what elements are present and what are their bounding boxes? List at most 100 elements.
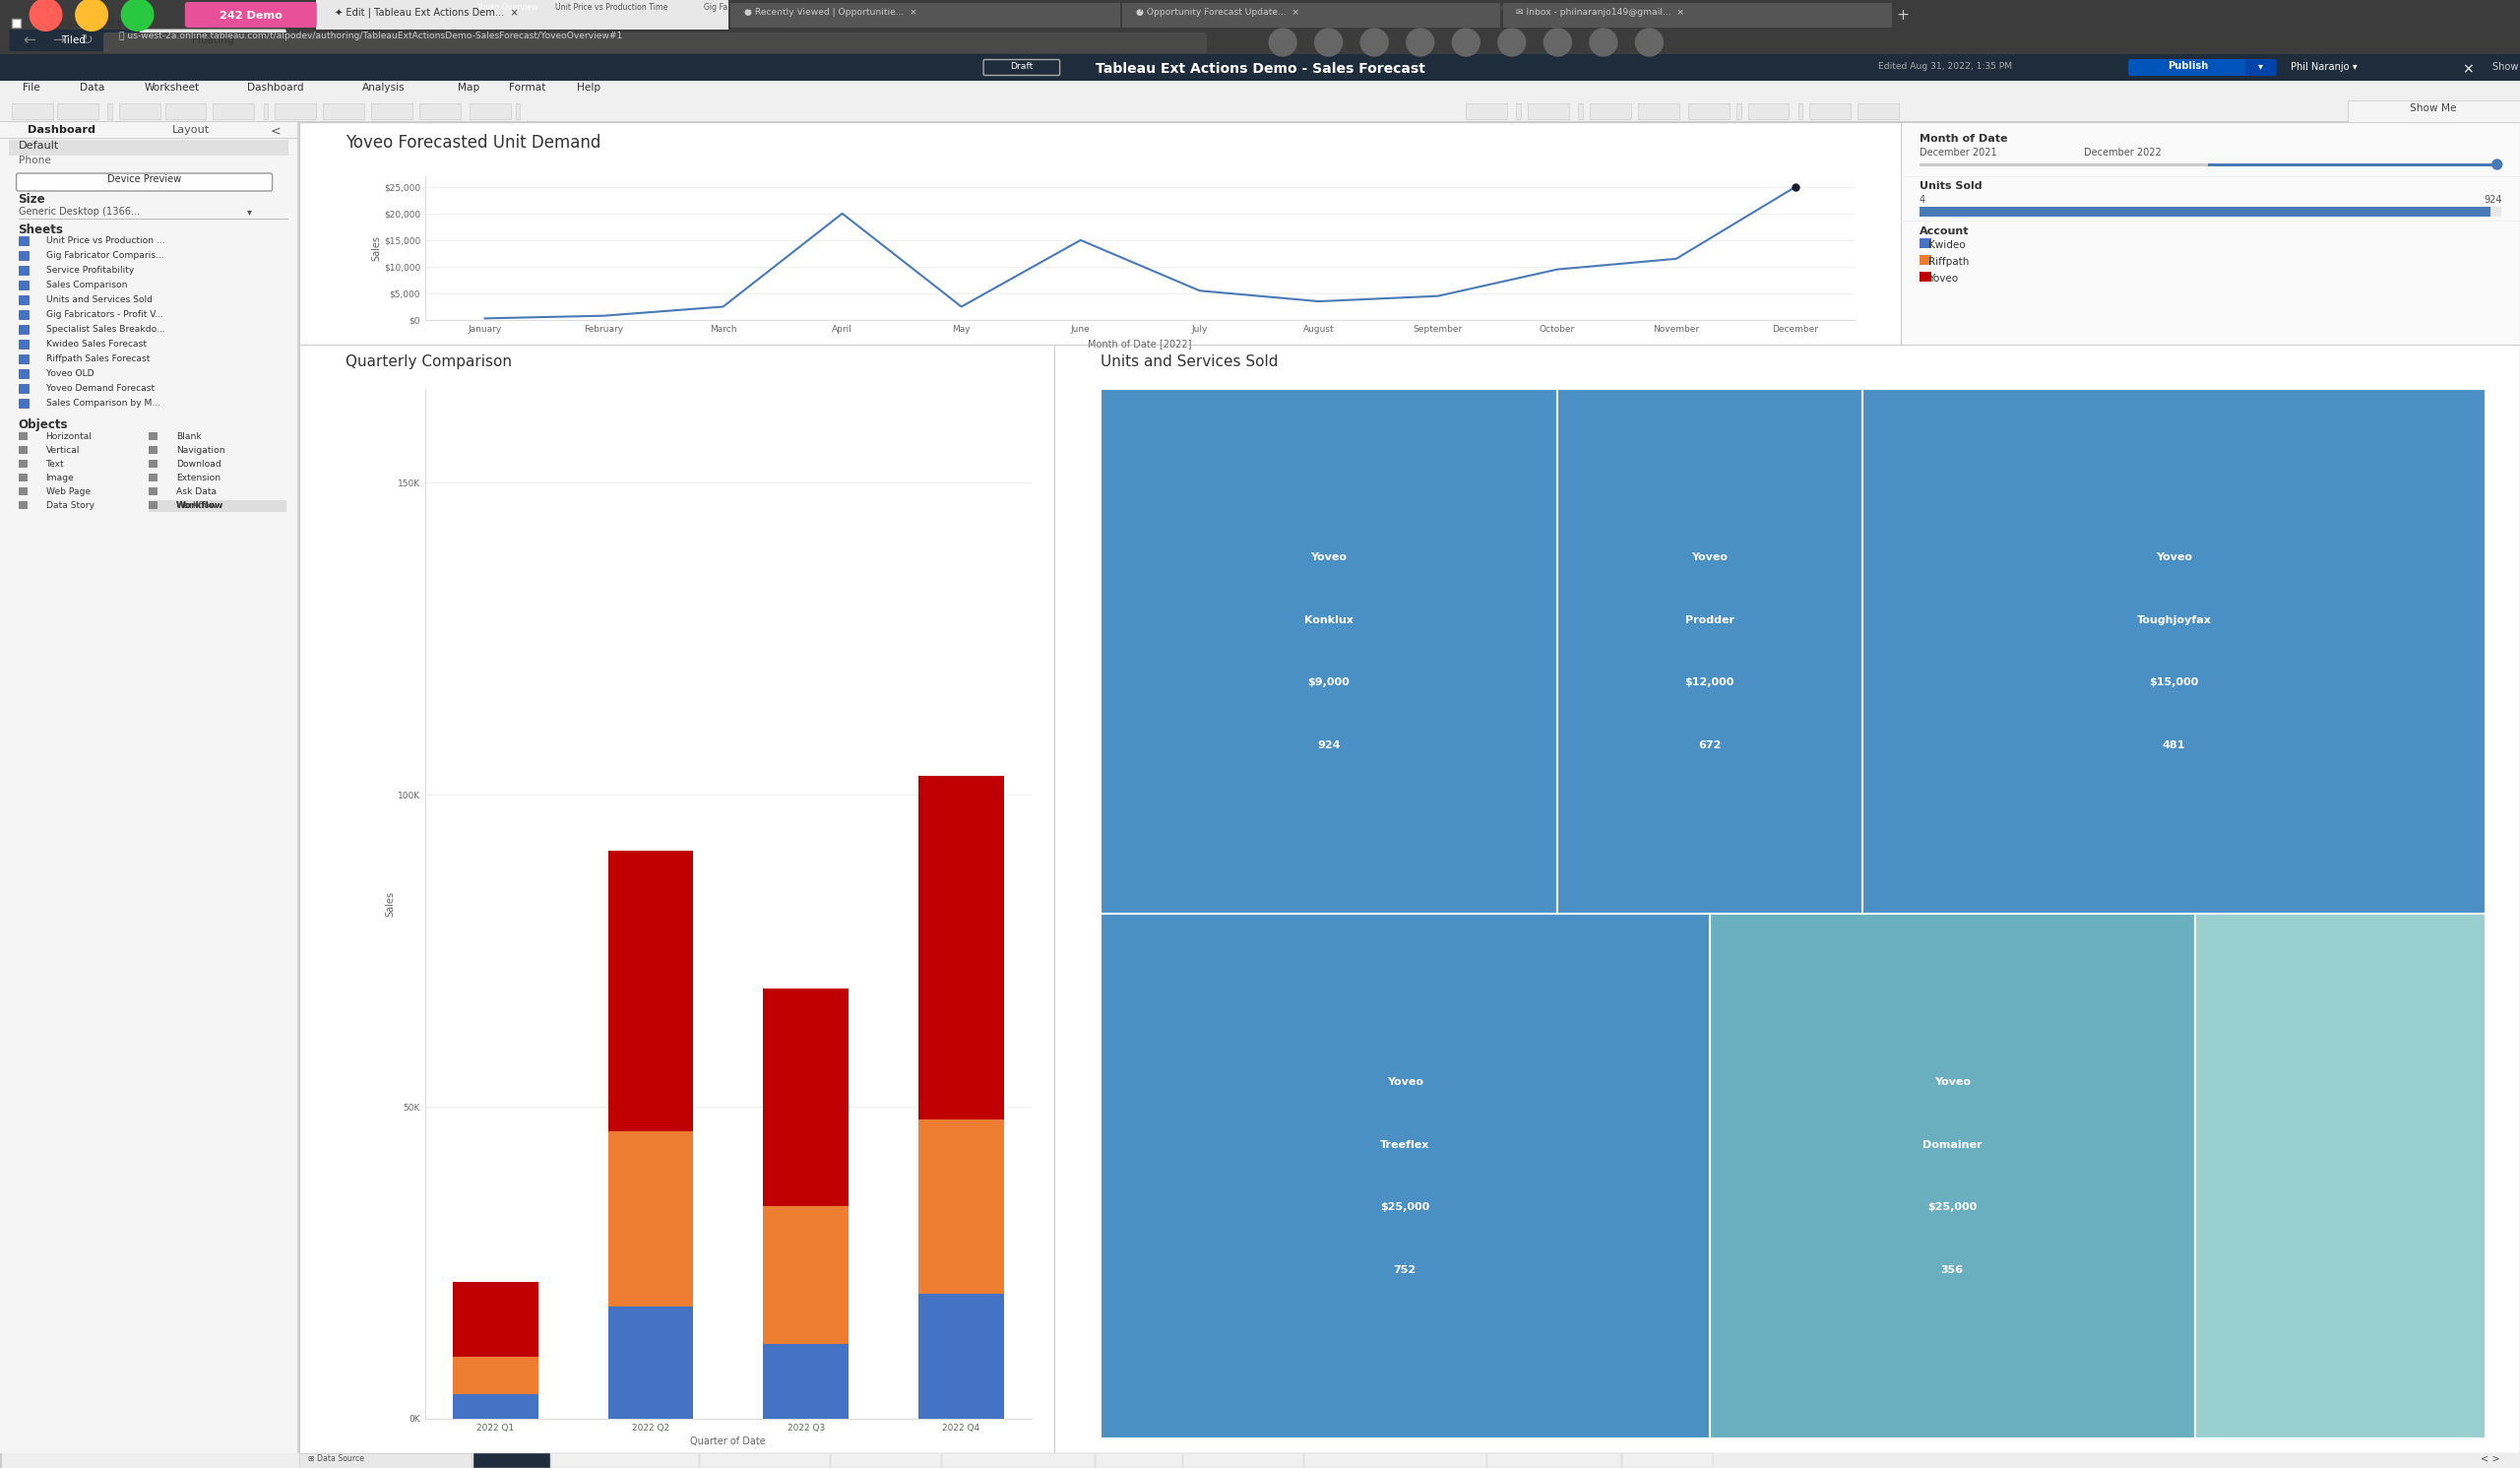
Text: ▾: ▾ (2258, 62, 2263, 70)
Text: Text: Text (45, 459, 63, 468)
Circle shape (1452, 28, 1479, 56)
Text: Units Sold: Units Sold (1920, 181, 1981, 191)
Bar (18, 266, 28, 275)
Text: Layout: Layout (171, 125, 209, 135)
Bar (265, 103, 267, 119)
Text: Floating: Floating (192, 35, 234, 46)
Circle shape (1315, 28, 1343, 56)
Text: Quarterly Comparison: Quarterly Comparison (345, 354, 512, 370)
Bar (18, 339, 28, 348)
Text: ←: ← (23, 32, 35, 47)
Text: Yoveo: Yoveo (2155, 552, 2192, 562)
Text: Account: Account (1920, 226, 1968, 236)
Text: Gig Fabricator Comparison: Gig Fabricator Comparison (703, 3, 806, 12)
Bar (300, 122, 2520, 1453)
Text: Yoveo Demand Forecast: Yoveo Demand Forecast (45, 385, 154, 393)
Bar (607, 1132, 693, 1307)
Text: Yoveo: Yoveo (1933, 1076, 1971, 1086)
Bar (149, 446, 159, 454)
FancyBboxPatch shape (15, 173, 272, 191)
Text: Format: Format (509, 82, 544, 92)
Bar (2208, 163, 2497, 166)
Bar (1920, 255, 1930, 264)
Bar (454, 1393, 539, 1418)
Text: $25,000: $25,000 (1928, 1202, 1976, 1213)
Bar (1101, 913, 1709, 1439)
Text: Navigation: Navigation (176, 446, 224, 455)
Bar (1557, 389, 1862, 913)
Text: Phil Naranjo ▾: Phil Naranjo ▾ (2291, 62, 2356, 72)
Bar (18, 385, 28, 393)
Bar (2349, 100, 2520, 122)
Text: Sales Comparison: Sales Comparison (45, 280, 126, 289)
Text: Workflow: Workflow (176, 501, 224, 509)
Text: Draft: Draft (1011, 62, 1033, 70)
Text: 356: 356 (1940, 1265, 1963, 1276)
Bar (1862, 389, 2485, 913)
Text: ✦ Edit | Tableau Ext Actions Dem...  ×: ✦ Edit | Tableau Ext Actions Dem... × (335, 7, 519, 18)
Bar (942, 1453, 1096, 1468)
Circle shape (76, 0, 108, 31)
Bar (13, 19, 20, 28)
Bar (0, 54, 2520, 81)
Circle shape (1361, 28, 1389, 56)
Bar (1799, 103, 1802, 119)
Text: Show Me: Show Me (2492, 62, 2520, 72)
Bar (58, 103, 98, 119)
Text: Blank: Blank (176, 432, 202, 440)
Text: Vertical: Vertical (45, 446, 81, 455)
Bar (454, 1282, 539, 1356)
Text: 4: 4 (1920, 195, 1925, 206)
Bar (315, 0, 728, 29)
Text: Yoveo: Yoveo (1310, 552, 1346, 562)
Text: Specialist Sales Breakdo...: Specialist Sales Breakdo... (45, 324, 164, 333)
Text: Publish: Publish (2167, 62, 2208, 70)
Bar (1184, 1453, 1303, 1468)
Text: ● Opportunity Forecast Update...  ×: ● Opportunity Forecast Update... × (1137, 7, 1300, 16)
Bar (13, 103, 53, 119)
Text: Show Me: Show Me (2409, 103, 2457, 113)
Bar (1305, 1453, 1487, 1468)
Text: Workflow: Workflow (176, 501, 219, 509)
Bar (1709, 913, 2195, 1439)
Text: Toughjoyfax: Toughjoyfax (2137, 615, 2210, 625)
Circle shape (1545, 28, 1572, 56)
Bar (1638, 103, 1678, 119)
Bar (607, 851, 693, 1132)
Bar (18, 236, 28, 245)
Text: Size: Size (18, 192, 45, 206)
Text: ⊞ Data Source: ⊞ Data Source (307, 1455, 365, 1464)
Bar (552, 1453, 698, 1468)
Bar (164, 103, 207, 119)
Bar (701, 1453, 829, 1468)
Bar (1920, 207, 2490, 217)
FancyBboxPatch shape (184, 1, 318, 28)
Bar (1578, 103, 1583, 119)
Circle shape (2492, 160, 2502, 169)
Text: Units and Services Sold: Units and Services Sold (1101, 354, 1278, 370)
Bar (300, 1453, 471, 1468)
Text: Phone: Phone (18, 156, 50, 166)
Bar (149, 501, 287, 512)
Bar (1527, 103, 1570, 119)
Text: Help: Help (577, 82, 600, 92)
Bar (1920, 272, 1930, 282)
Text: Objects: Objects (18, 418, 68, 432)
Circle shape (30, 0, 63, 31)
Bar (1467, 103, 1507, 119)
Text: Gig Fabricator Comparis...: Gig Fabricator Comparis... (45, 251, 164, 260)
Bar (1736, 103, 1741, 119)
Bar (18, 501, 28, 509)
Text: Unit Price vs Production ...: Unit Price vs Production ... (45, 236, 164, 245)
Bar (0, 1453, 2520, 1468)
Text: 924: 924 (1318, 741, 1341, 750)
Text: Horizontal: Horizontal (45, 432, 93, 440)
Text: $25,000: $25,000 (1381, 1202, 1429, 1213)
Text: ▾: ▾ (247, 207, 252, 217)
Bar (18, 459, 28, 468)
Bar (1502, 3, 1893, 28)
Bar (300, 122, 2520, 1453)
Text: Web Page: Web Page (45, 487, 91, 496)
Bar (10, 139, 290, 156)
Text: Yoveo OLD: Yoveo OLD (45, 370, 93, 379)
